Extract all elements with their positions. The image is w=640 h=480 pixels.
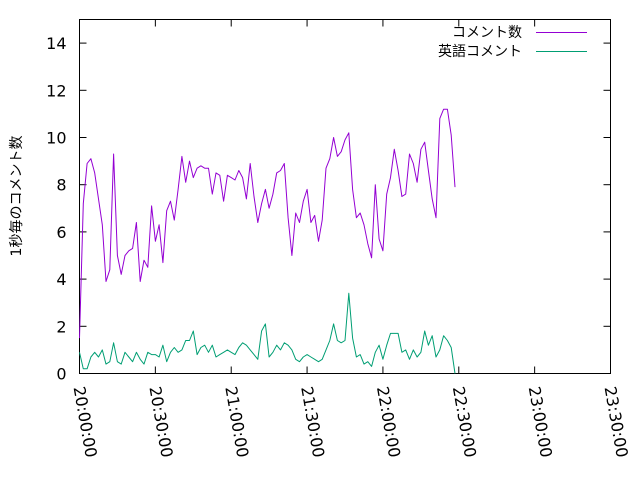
y-tick-label: 4	[56, 270, 66, 289]
y-tick-label: 12	[46, 81, 66, 100]
y-tick-label: 2	[56, 317, 66, 336]
y-tick-label: 0	[56, 365, 66, 384]
series-line-1	[79, 292, 456, 374]
x-tick-label: 22:30:00	[449, 385, 480, 459]
y-tick-label: 10	[46, 129, 66, 148]
legend: コメント数 英語コメント	[438, 25, 587, 60]
series-line-0	[79, 108, 456, 339]
x-tick-label: 22:00:00	[373, 385, 404, 459]
y-tick-label: 6	[56, 223, 66, 242]
x-tick-label: 20:30:00	[145, 385, 176, 459]
x-tick-label: 21:30:00	[297, 385, 328, 459]
series-layer	[79, 108, 456, 374]
legend-label-series-0: コメント数	[452, 25, 522, 41]
x-tick-label: 23:00:00	[525, 385, 556, 459]
y-axis: 0 2 4 6 8 10 12 14	[46, 34, 611, 384]
y-tick-label: 8	[56, 176, 66, 195]
x-axis: 20:00:00 20:30:00 21:00:00 21:30:00 22:00:00…	[70, 19, 632, 459]
y-axis-label: 1秒毎のコメント数	[9, 136, 25, 257]
x-tick-label: 21:00:00	[221, 385, 252, 459]
y-tick-label: 14	[46, 34, 66, 53]
x-tick-label: 20:00:00	[70, 385, 101, 459]
legend-label-series-1: 英語コメント	[438, 43, 522, 60]
plot-area-border	[79, 19, 611, 374]
x-tick-label: 23:30:00	[601, 385, 632, 459]
